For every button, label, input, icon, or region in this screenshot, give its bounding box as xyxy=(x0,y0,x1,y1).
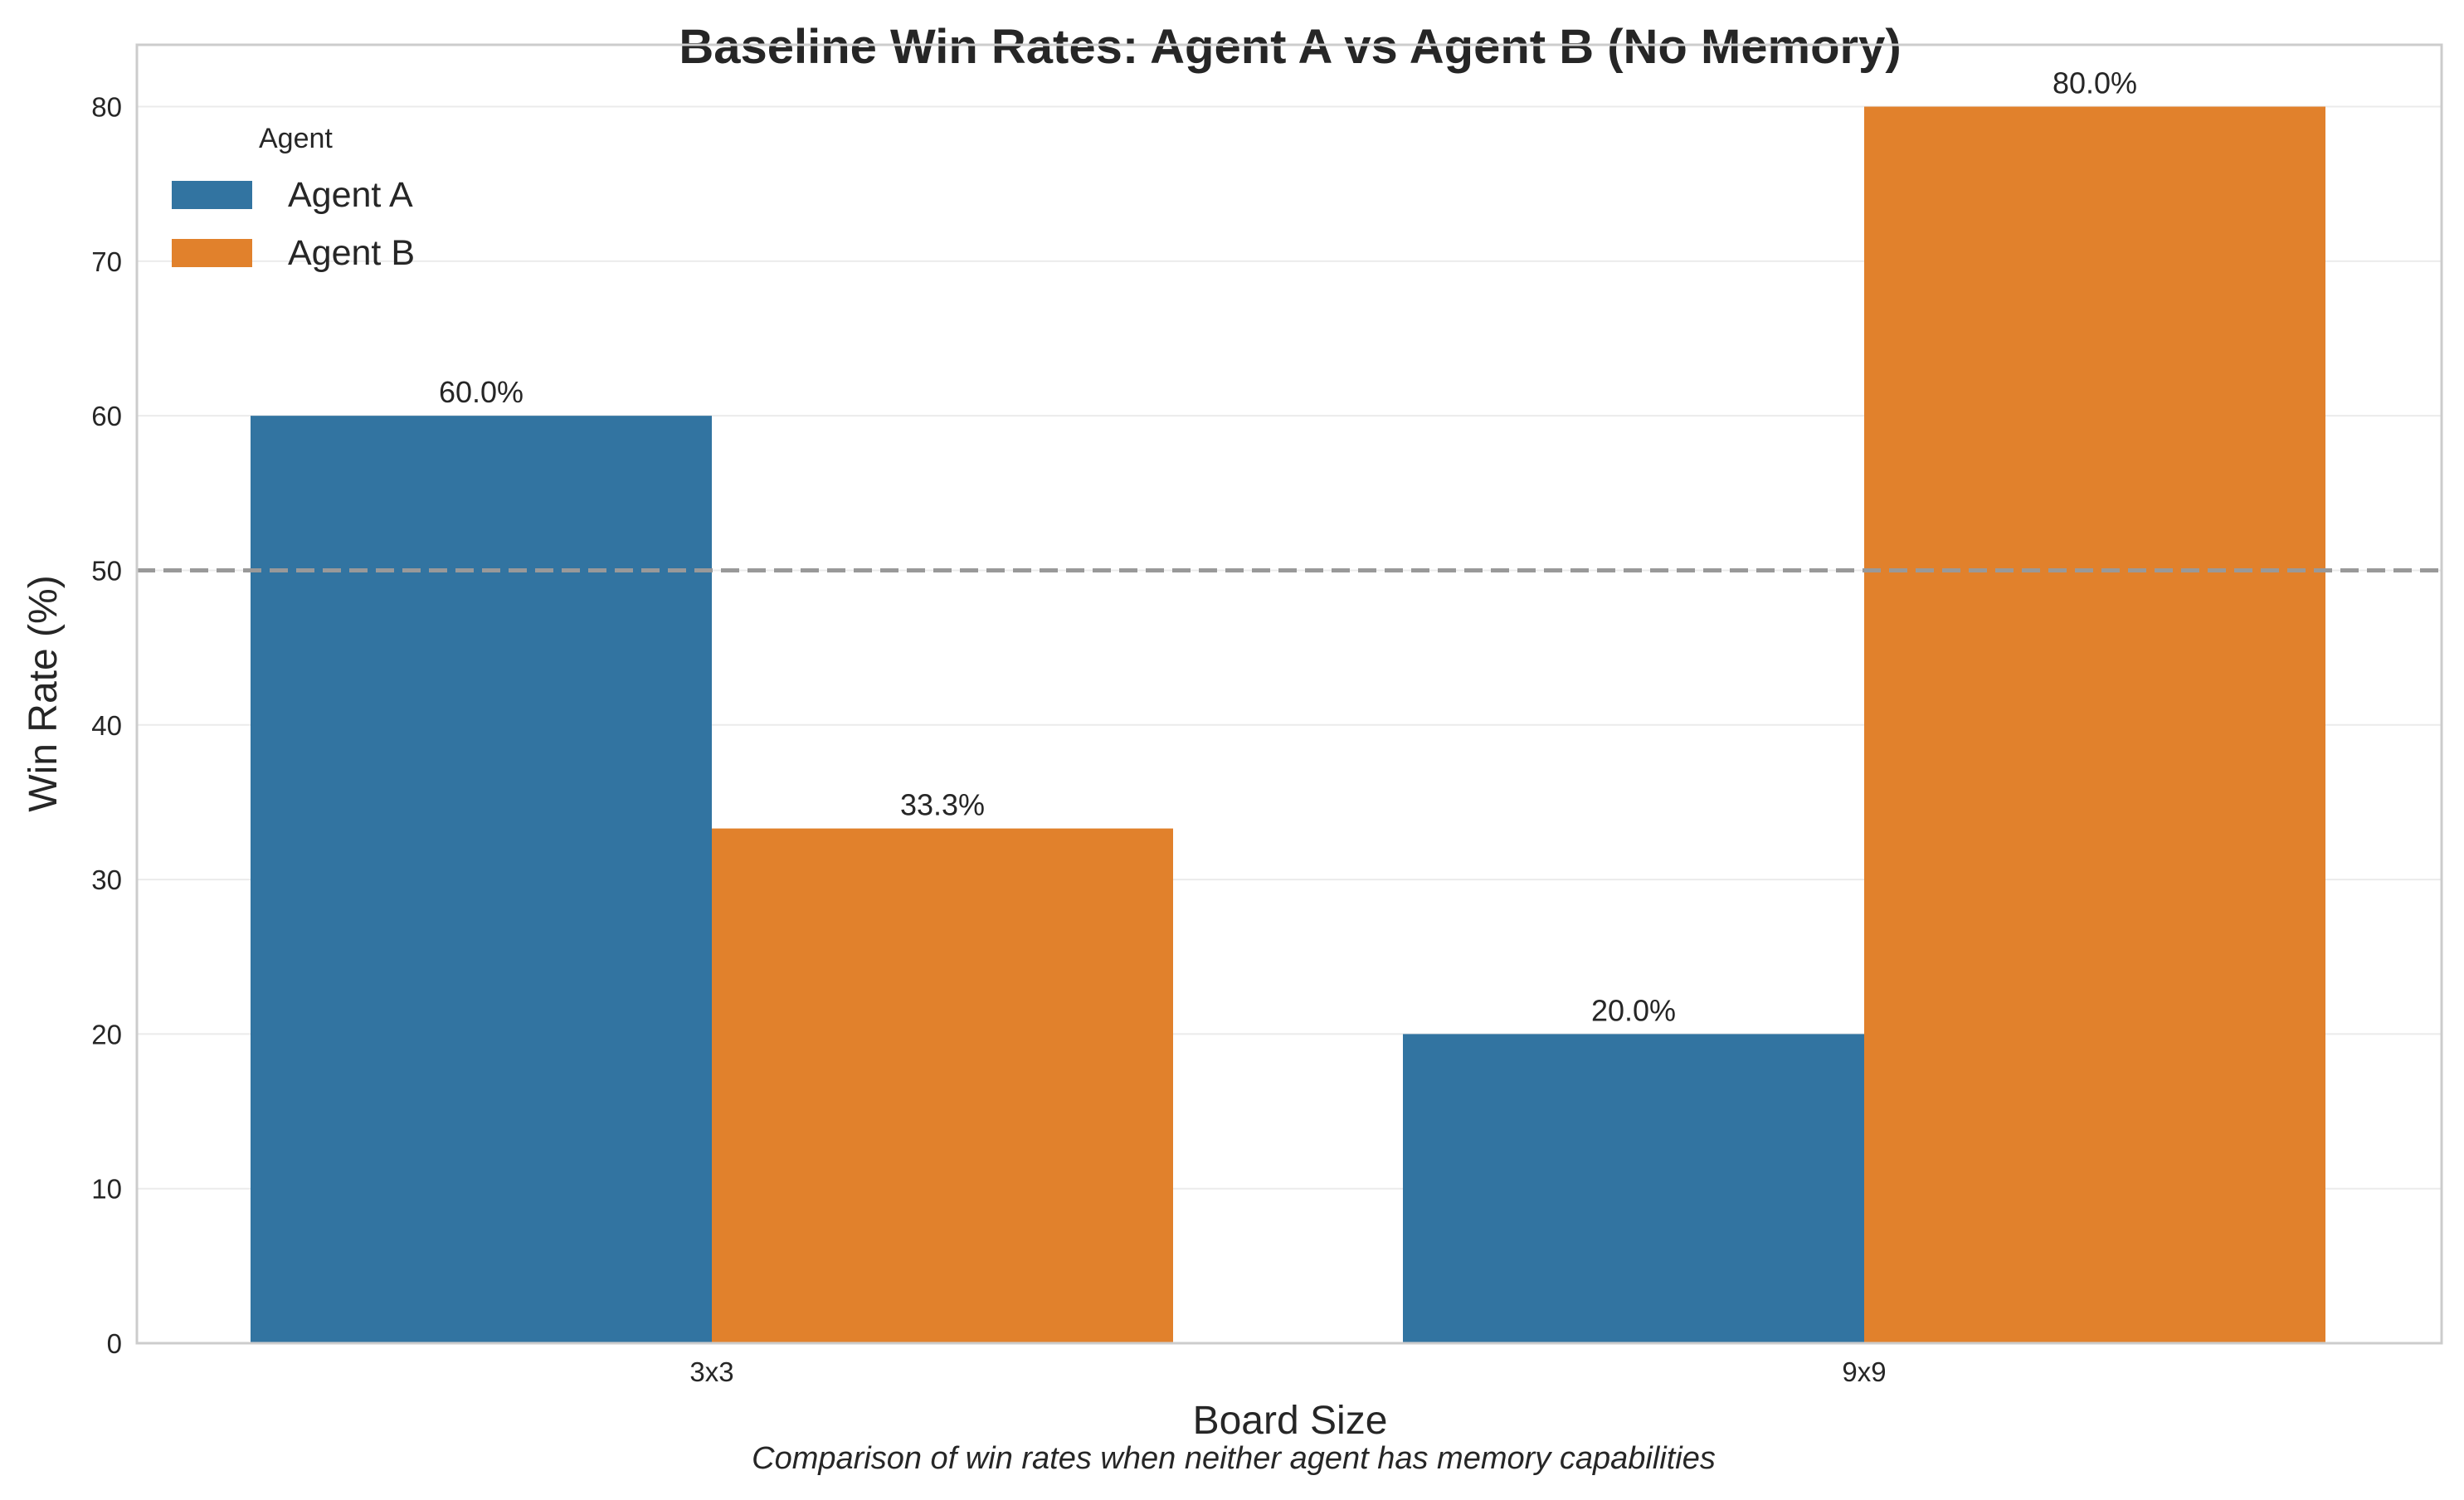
data-label: 80.0% xyxy=(2053,66,2137,100)
x-tick-label: 9x9 xyxy=(1842,1356,1886,1387)
legend-title: Agent xyxy=(259,123,333,154)
legend-swatch xyxy=(172,239,252,267)
data-label: 60.0% xyxy=(439,375,523,409)
legend-items: Agent A Agent B xyxy=(172,175,415,273)
legend: Agent Agent A Agent B xyxy=(172,123,415,273)
bars xyxy=(251,106,2325,1344)
chart-caption: Comparison of win rates when neither age… xyxy=(752,1441,1716,1476)
bar-agent-a-9x9 xyxy=(1403,1034,1864,1343)
y-tick-label: 20 xyxy=(91,1019,122,1050)
x-axis-ticks: 3x3 9x9 xyxy=(689,1356,1886,1387)
y-tick-label: 10 xyxy=(91,1174,122,1205)
bar-agent-b-3x3 xyxy=(712,828,1173,1343)
y-axis-label: Win Rate (%) xyxy=(22,575,66,811)
bar-agent-b-9x9 xyxy=(1864,106,2325,1343)
y-tick-label: 70 xyxy=(91,246,122,277)
y-tick-label: 50 xyxy=(91,555,122,586)
x-axis-label: Board Size xyxy=(1193,1399,1388,1443)
bar-agent-a-3x3 xyxy=(251,416,712,1344)
plot-frame xyxy=(135,43,2443,1345)
legend-swatch xyxy=(172,181,252,209)
data-label: 33.3% xyxy=(900,788,985,822)
y-tick-label: 30 xyxy=(91,864,122,895)
y-tick-label: 80 xyxy=(91,92,122,123)
legend-label: Agent A xyxy=(288,175,413,215)
y-tick-label: 40 xyxy=(91,710,122,741)
x-tick-label: 3x3 xyxy=(689,1356,733,1387)
chart-title: Baseline Win Rates: Agent A vs Agent B (… xyxy=(679,20,1901,74)
y-tick-label: 60 xyxy=(91,401,122,431)
y-tick-label: 0 xyxy=(107,1328,122,1359)
legend-label: Agent B xyxy=(288,233,415,273)
y-axis-ticks: 0 10 20 30 40 50 60 70 80 xyxy=(91,92,122,1359)
data-label: 20.0% xyxy=(1591,993,1676,1027)
data-labels: 60.0% 33.3% 20.0% 80.0% xyxy=(439,66,2137,1028)
